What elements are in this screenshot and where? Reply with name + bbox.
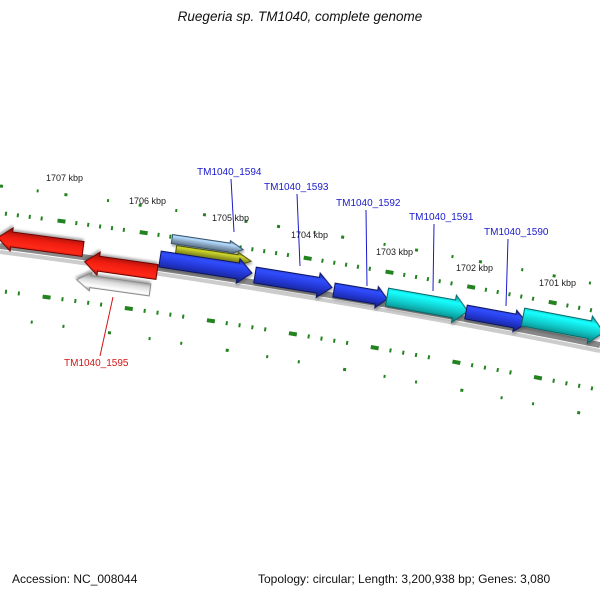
gene-arrow-red-arrow-1[interactable]	[0, 226, 85, 260]
gene-leader-line	[296, 193, 301, 267]
gene-arrow-red-arrow-2[interactable]	[83, 250, 159, 283]
gene-leader-line	[505, 238, 509, 307]
ruler-label: 1705 kbp	[212, 213, 249, 223]
gene-leader-line	[99, 296, 114, 357]
ruler-label: 1706 kbp	[129, 196, 166, 206]
gene-arrow-blue-arrow-1[interactable]	[158, 247, 254, 286]
gene-label[interactable]: TM1040_1595	[64, 358, 129, 369]
footer-accession: Accession: NC_008044	[12, 572, 138, 586]
gene-leader-line	[365, 209, 368, 287]
gene-arrow-gray-arrow[interactable]	[75, 270, 152, 299]
genome-track-light	[0, 250, 600, 353]
gene-arrow-blue-arrow-3[interactable]	[332, 279, 389, 310]
gene-label[interactable]: TM1040_1593	[264, 182, 329, 193]
ruler-label: 1704 kbp	[291, 230, 328, 240]
genes-layer	[0, 226, 600, 346]
gene-arrow-cyan-arrow-1[interactable]	[384, 283, 471, 325]
ruler-label: 1701 kbp	[539, 278, 576, 288]
ruler-label: 1707 kbp	[46, 173, 83, 183]
ruler-arc-inner	[0, 289, 600, 392]
footer-summary: Topology: circular; Length: 3,200,938 bp…	[258, 572, 551, 586]
gene-leader-line	[230, 178, 235, 233]
gene-label[interactable]: TM1040_1590	[484, 227, 549, 238]
gene-label[interactable]: TM1040_1591	[409, 212, 474, 223]
ruler-layer: 1707 kbp 1706 kbp 1705 kbp 1704 kbp 1703 kbp…	[46, 173, 576, 288]
gene-arrow-blue-arrow-4[interactable]	[464, 301, 529, 334]
gene-arrow-blue-arrow-2[interactable]	[253, 263, 334, 300]
ruler-label: 1703 kbp	[376, 247, 413, 257]
gene-arrow-steel-arrow[interactable]	[170, 232, 245, 256]
gene-arrow-cyan-arrow-2[interactable]	[520, 303, 600, 346]
gene-label[interactable]: TM1040_1592	[336, 198, 401, 209]
gene-leader-line	[432, 223, 435, 292]
page-title: Ruegeria sp. TM1040, complete genome	[178, 9, 423, 24]
ruler-label: 1702 kbp	[456, 263, 493, 273]
gene-label[interactable]: TM1040_1594	[197, 167, 262, 178]
